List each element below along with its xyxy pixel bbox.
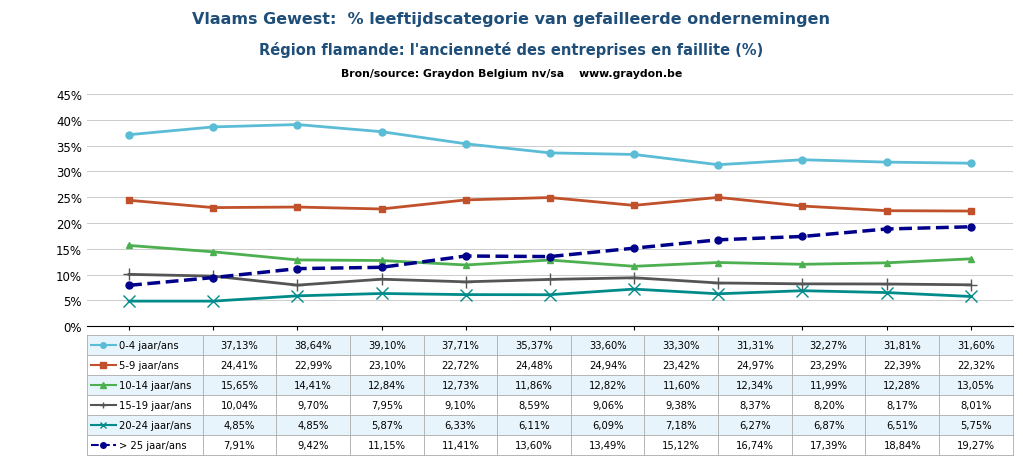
Text: 12,84%: 12,84% <box>368 381 405 390</box>
Text: 20-24 jaar/ans: 20-24 jaar/ans <box>119 420 191 430</box>
Text: 15,12%: 15,12% <box>662 440 701 450</box>
Text: 9,06%: 9,06% <box>592 400 623 410</box>
Text: 16,74%: 16,74% <box>736 440 774 450</box>
Text: 6,11%: 6,11% <box>519 420 549 430</box>
Text: 8,20%: 8,20% <box>813 400 844 410</box>
Text: 8,17%: 8,17% <box>887 400 918 410</box>
Text: 12,73%: 12,73% <box>441 381 480 390</box>
Text: 31,31%: 31,31% <box>737 341 773 350</box>
Text: > 25 jaar/ans: > 25 jaar/ans <box>119 440 186 450</box>
Text: 12,28%: 12,28% <box>883 381 922 390</box>
Text: 33,30%: 33,30% <box>663 341 700 350</box>
Text: 17,39%: 17,39% <box>809 440 848 450</box>
Text: 11,99%: 11,99% <box>809 381 848 390</box>
Text: 19,27%: 19,27% <box>957 440 995 450</box>
Text: 33,60%: 33,60% <box>589 341 626 350</box>
Text: 22,99%: 22,99% <box>294 361 332 370</box>
Text: 12,34%: 12,34% <box>737 381 773 390</box>
Text: 5,75%: 5,75% <box>961 420 991 430</box>
Text: 11,15%: 11,15% <box>367 440 406 450</box>
Text: 6,33%: 6,33% <box>445 420 476 430</box>
Text: 0-4 jaar/ans: 0-4 jaar/ans <box>119 341 178 350</box>
Text: 31,60%: 31,60% <box>958 341 994 350</box>
Text: 37,13%: 37,13% <box>221 341 258 350</box>
Text: 9,10%: 9,10% <box>445 400 476 410</box>
Text: 7,95%: 7,95% <box>371 400 402 410</box>
Text: 39,10%: 39,10% <box>368 341 405 350</box>
Text: 8,59%: 8,59% <box>519 400 549 410</box>
Text: 8,01%: 8,01% <box>961 400 991 410</box>
Text: 22,72%: 22,72% <box>441 361 480 370</box>
Text: 6,27%: 6,27% <box>740 420 770 430</box>
Text: 23,10%: 23,10% <box>368 361 405 370</box>
Text: 15,65%: 15,65% <box>220 381 259 390</box>
Text: 23,29%: 23,29% <box>809 361 848 370</box>
Text: 9,70%: 9,70% <box>298 400 328 410</box>
Text: 6,51%: 6,51% <box>887 420 918 430</box>
Text: 13,05%: 13,05% <box>958 381 994 390</box>
Text: 4,85%: 4,85% <box>298 420 328 430</box>
Text: 11,86%: 11,86% <box>515 381 553 390</box>
Text: 32,27%: 32,27% <box>809 341 848 350</box>
Text: 24,97%: 24,97% <box>736 361 774 370</box>
Text: 7,18%: 7,18% <box>666 420 697 430</box>
Text: 35,37%: 35,37% <box>516 341 552 350</box>
Text: 15-19 jaar/ans: 15-19 jaar/ans <box>119 400 191 410</box>
Text: 5-9 jaar/ans: 5-9 jaar/ans <box>119 361 179 370</box>
Text: 24,48%: 24,48% <box>516 361 552 370</box>
Text: 8,37%: 8,37% <box>740 400 770 410</box>
Text: 13,60%: 13,60% <box>516 440 552 450</box>
Text: 5,87%: 5,87% <box>371 420 402 430</box>
Text: 9,38%: 9,38% <box>666 400 697 410</box>
Text: 18,84%: 18,84% <box>884 440 921 450</box>
Text: 7,91%: 7,91% <box>224 440 255 450</box>
Text: 11,60%: 11,60% <box>662 381 701 390</box>
Text: 6,09%: 6,09% <box>592 420 623 430</box>
Text: 9,42%: 9,42% <box>298 440 328 450</box>
Text: 24,41%: 24,41% <box>221 361 258 370</box>
Text: 38,64%: 38,64% <box>295 341 331 350</box>
Text: 24,94%: 24,94% <box>589 361 626 370</box>
Text: Bron/source: Graydon Belgium nv/sa    www.graydon.be: Bron/source: Graydon Belgium nv/sa www.g… <box>341 69 682 79</box>
Text: 22,32%: 22,32% <box>957 361 995 370</box>
Text: Vlaams Gewest:  % leeftijdscategorie van gefailleerde ondernemingen: Vlaams Gewest: % leeftijdscategorie van … <box>192 12 831 26</box>
Text: 37,71%: 37,71% <box>441 341 480 350</box>
Text: 11,41%: 11,41% <box>441 440 480 450</box>
Text: 14,41%: 14,41% <box>295 381 331 390</box>
Text: 12,82%: 12,82% <box>588 381 627 390</box>
Text: 13,49%: 13,49% <box>589 440 626 450</box>
Text: 10,04%: 10,04% <box>221 400 258 410</box>
Text: Région flamande: l'ancienneté des entreprises en faillite (%): Région flamande: l'ancienneté des entrep… <box>260 42 763 57</box>
Text: 6,87%: 6,87% <box>813 420 844 430</box>
Text: 4,85%: 4,85% <box>224 420 255 430</box>
Text: 22,39%: 22,39% <box>883 361 922 370</box>
Text: 10-14 jaar/ans: 10-14 jaar/ans <box>119 381 191 390</box>
Text: 31,81%: 31,81% <box>884 341 921 350</box>
Text: 23,42%: 23,42% <box>663 361 700 370</box>
